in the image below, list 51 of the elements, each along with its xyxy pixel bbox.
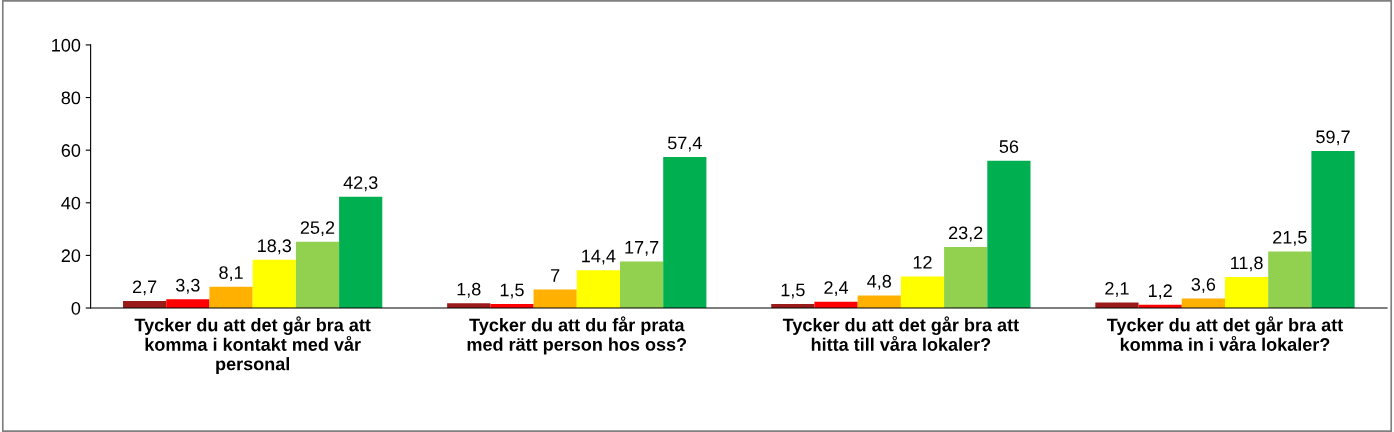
- data-label: 14,4: [582, 249, 616, 265]
- y-tick-label: 60: [61, 144, 81, 157]
- data-label: 12: [913, 255, 932, 269]
- data-label: 18,3: [258, 239, 292, 255]
- data-label: 2,1: [1105, 281, 1129, 297]
- bar: [1095, 302, 1139, 309]
- y-tick-label: 20: [61, 249, 81, 263]
- data-label: 57,4: [667, 136, 702, 152]
- bar: [987, 160, 1031, 309]
- bar: [1224, 276, 1269, 309]
- x-tick-label: Tycker du att det går bra att hitta till våra lokaler?: [782, 316, 1019, 351]
- data-label: 1,2: [1148, 284, 1172, 300]
- data-label: 1,5: [781, 283, 805, 299]
- bar: [209, 286, 253, 309]
- data-label: 56: [999, 140, 1019, 153]
- x-tick-label: Tycker du att du får prata med rätt person hos oss?: [467, 316, 687, 355]
- data-label: 42,3: [343, 176, 378, 192]
- bar: [944, 246, 988, 309]
- data-label: 21,5: [1273, 230, 1307, 246]
- data-label: 8,1: [219, 266, 243, 282]
- data-label: 4,8: [867, 274, 892, 290]
- bar: [1268, 251, 1312, 309]
- data-label: 3,3: [175, 278, 200, 294]
- y-tick-label: 0: [71, 301, 81, 315]
- data-label: 23,2: [949, 226, 983, 242]
- y-tick-label: 40: [61, 196, 81, 210]
- data-label: 17,7: [625, 241, 659, 256]
- bar: [857, 295, 901, 309]
- x-tick-label: Tycker du att det går bra att komma i kontakt med vår personal: [134, 316, 371, 374]
- data-label: 25,2: [300, 221, 335, 237]
- bar: [252, 259, 296, 309]
- data-label: 11,8: [1231, 256, 1263, 272]
- data-label: 7: [551, 269, 560, 282]
- bar: [1311, 150, 1355, 309]
- bar: [663, 157, 707, 309]
- bar: [900, 276, 945, 309]
- data-label: 59,7: [1316, 130, 1350, 146]
- bar: [339, 196, 383, 309]
- data-label: 2,4: [824, 281, 849, 297]
- bar: [166, 299, 210, 309]
- data-label: 1,8: [457, 282, 481, 298]
- data-label: 3,6: [1191, 278, 1216, 293]
- data-label: 1,5: [500, 283, 524, 299]
- y-tick-label: 80: [61, 91, 81, 105]
- bar: [533, 289, 577, 309]
- bar: [619, 261, 664, 309]
- y-tick-label: 100: [52, 38, 81, 52]
- bar: [576, 270, 620, 309]
- data-label: 2,7: [132, 280, 157, 296]
- bar: [295, 241, 340, 309]
- x-tick-label: Tycker du att det går bra att komma in i våra lokaler?: [1106, 316, 1343, 351]
